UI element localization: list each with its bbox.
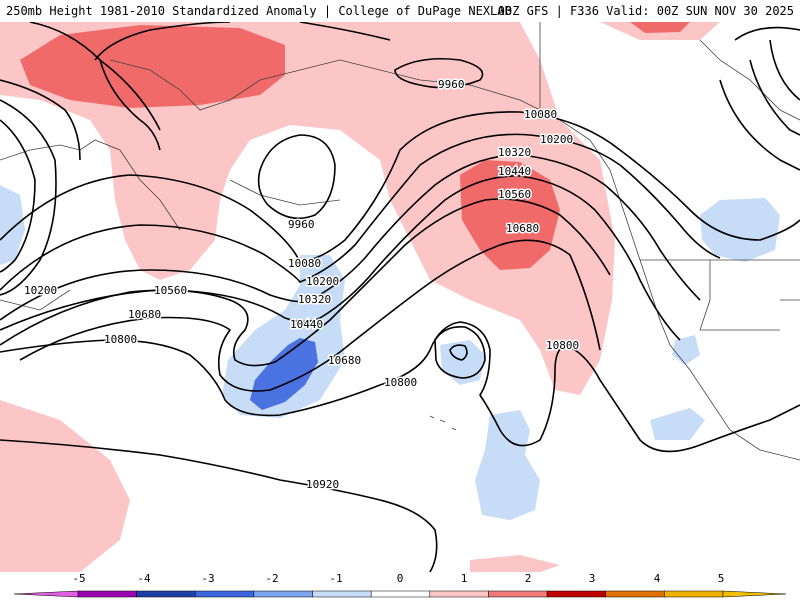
- colorbar-segment: [546, 590, 606, 598]
- colorbar-tick-label: -4: [137, 572, 151, 585]
- contour-10800: [0, 321, 800, 453]
- contour-labels: 9960 9960 10080 10200 10320 10440 10560 …: [23, 77, 581, 493]
- contour-10800-closed: [434, 325, 486, 379]
- anomaly-map: 9960 9960 10080 10200 10320 10440 10560 …: [0, 21, 800, 572]
- contour-ne-low: [719, 26, 800, 171]
- run-info: 00Z GFS | F336 Valid: 00Z SUN NOV 30 202…: [497, 4, 794, 18]
- contour-label: 9960: [438, 78, 465, 91]
- contour-label: 10200: [306, 275, 339, 288]
- colorbar-segment: [312, 590, 372, 598]
- contour-ne-low-2: [749, 59, 800, 136]
- contour-nw-3: [94, 21, 231, 61]
- contour-label: 10320: [498, 146, 531, 159]
- contour-north-1: [299, 21, 391, 41]
- colorbar: -5 -4 -3 -2 -1 0 1 2 3 4 5: [0, 572, 800, 600]
- title-bar: 250mb Height 1981-2010 Standardized Anom…: [0, 0, 800, 22]
- contour-label: 10440: [290, 318, 323, 331]
- colorbar-left-arrow: [13, 590, 79, 598]
- colorbar-tick-label: 0: [396, 572, 404, 585]
- colorbar-tick-label: 2: [524, 572, 532, 585]
- colorbar-tick-label: -5: [72, 572, 86, 585]
- contour-10200: [0, 133, 721, 291]
- contour-ne-low-3: [769, 39, 800, 101]
- colorbar-tick-label: -2: [265, 572, 279, 585]
- colorbar-tick-label: -3: [201, 572, 215, 585]
- contour-9960-low: [257, 134, 336, 220]
- contour-label: 10800: [104, 333, 137, 346]
- contour-nw-2: [0, 79, 81, 161]
- contour-label: 10560: [498, 188, 531, 201]
- contour-10920: [0, 439, 438, 572]
- contour-10560: [0, 198, 611, 367]
- colorbar-segment: [605, 590, 665, 598]
- contour-10680: [19, 239, 601, 392]
- contour-label: 10080: [524, 108, 557, 121]
- contour-label: 10200: [540, 133, 573, 146]
- contour-label: 10920: [306, 478, 339, 491]
- contour-nw-4: [99, 59, 161, 151]
- colorbar-tick-label: -1: [329, 572, 343, 585]
- contour-label: 10680: [128, 308, 161, 321]
- colorbar-segment: [370, 590, 431, 598]
- contour-label: 10800: [546, 339, 579, 352]
- colorbar-segment: [136, 590, 196, 598]
- colorbar-tick-label: 3: [588, 572, 596, 585]
- colorbar-segment: [664, 590, 724, 598]
- contour-label: 10560: [154, 284, 187, 297]
- colorbar-segment: [429, 590, 489, 598]
- colorbar-segment: [488, 590, 548, 598]
- map-title: 250mb Height 1981-2010 Standardized Anom…: [6, 4, 512, 18]
- colorbar-right-arrow: [722, 590, 787, 598]
- colorbar-tick-label: 4: [653, 572, 661, 585]
- contour-west-closed: [0, 99, 57, 296]
- colorbar-segment: [253, 590, 313, 598]
- contour-10320: [0, 154, 701, 321]
- contour-10800-small: [449, 344, 468, 361]
- contour-label: 10800: [384, 376, 417, 389]
- contour-10080: [0, 111, 800, 263]
- height-contours: [0, 21, 800, 572]
- coastlines: [0, 22, 800, 461]
- strong-negative-anomaly: [250, 338, 318, 410]
- colorbar-scale: [13, 590, 787, 598]
- contour-label: 10680: [506, 222, 539, 235]
- negative-anomaly-shading: [0, 185, 780, 520]
- contour-label: 9960: [288, 218, 315, 231]
- contour-9960-north: [394, 57, 484, 89]
- contour-label: 10200: [24, 284, 57, 297]
- colorbar-tick-label: 5: [717, 572, 725, 585]
- contour-label: 10320: [298, 293, 331, 306]
- colorbar-tick-label: 1: [460, 572, 468, 585]
- colorbar-segment: [195, 590, 255, 598]
- colorbar-segment: [77, 590, 137, 598]
- strong-positive-anomaly: [20, 22, 690, 270]
- contour-label: 10440: [498, 165, 531, 178]
- contour-label: 10680: [328, 354, 361, 367]
- contour-west-closed-2: [0, 119, 36, 273]
- contour-label: 10080: [288, 257, 321, 270]
